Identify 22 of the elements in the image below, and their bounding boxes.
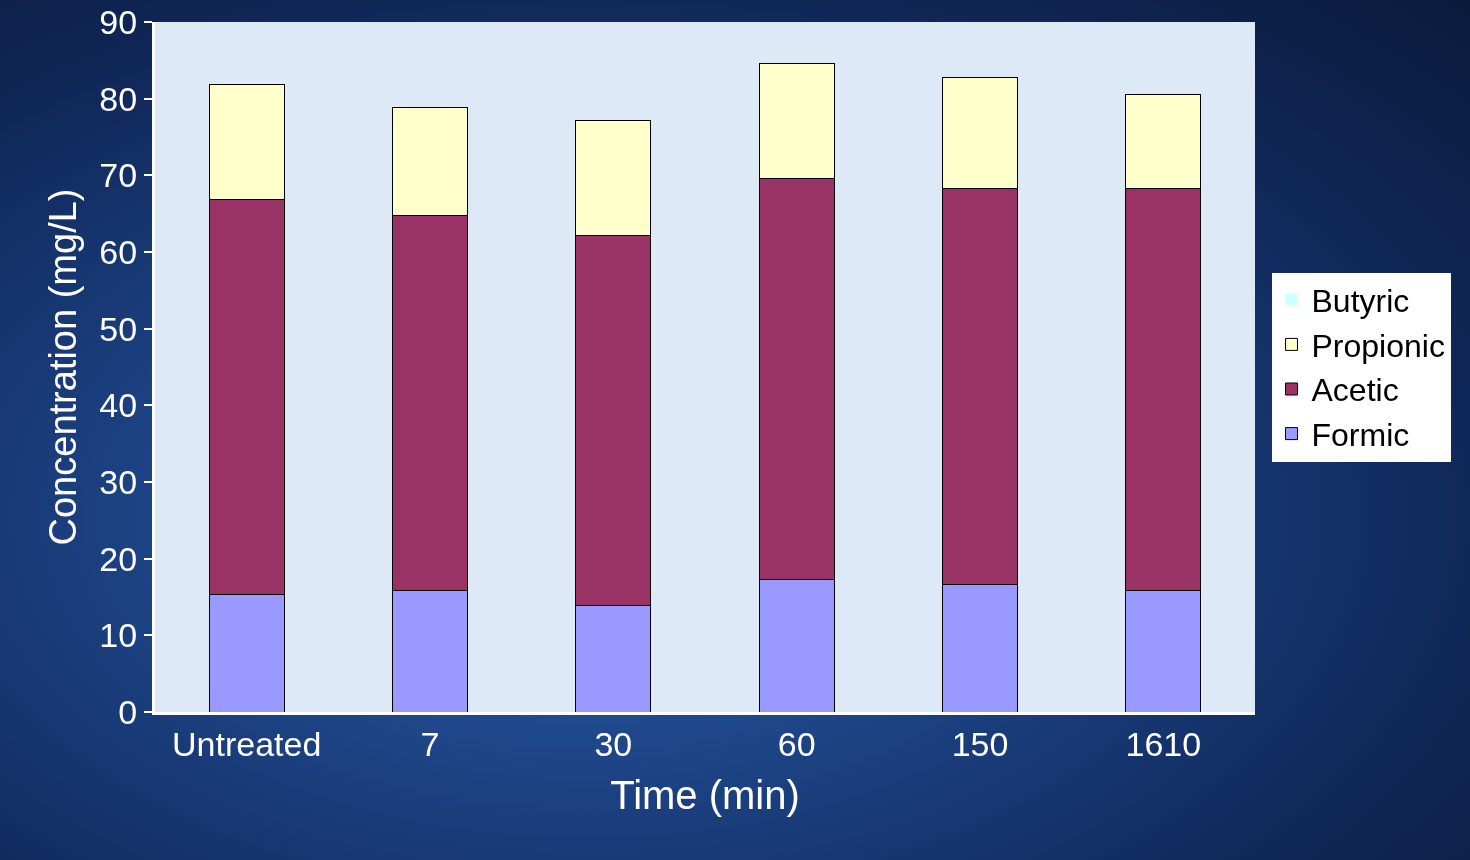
legend-label: Formic [1311, 417, 1410, 454]
x-tick-label: Untreated [172, 724, 322, 763]
y-tick-label: 80 [99, 79, 138, 118]
x-tick-label: 150 [951, 724, 1009, 763]
x-axis-title: Time (min) [610, 773, 800, 818]
y-tick-label: 60 [99, 232, 138, 271]
x-tick-label: 7 [420, 724, 440, 763]
x-tick-label: 1610 [1125, 724, 1202, 763]
y-tick-label: 50 [99, 309, 138, 348]
y-tick-label: 70 [99, 156, 138, 195]
y-tick-label: 10 [99, 616, 138, 655]
y-axis-title: Concentration (mg/L) [41, 188, 84, 546]
y-tick-label: 0 [118, 692, 138, 731]
legend-label: Acetic [1311, 372, 1399, 409]
y-tick-label: 90 [99, 2, 138, 41]
y-tick-label: 20 [99, 539, 138, 578]
legend-label: Propionic [1311, 327, 1445, 364]
legend-label: Butyric [1311, 283, 1410, 320]
y-tick-label: 30 [99, 462, 138, 501]
x-tick-label: 30 [594, 724, 633, 763]
y-tick-label: 40 [99, 386, 138, 425]
x-tick-label: 60 [777, 724, 816, 763]
